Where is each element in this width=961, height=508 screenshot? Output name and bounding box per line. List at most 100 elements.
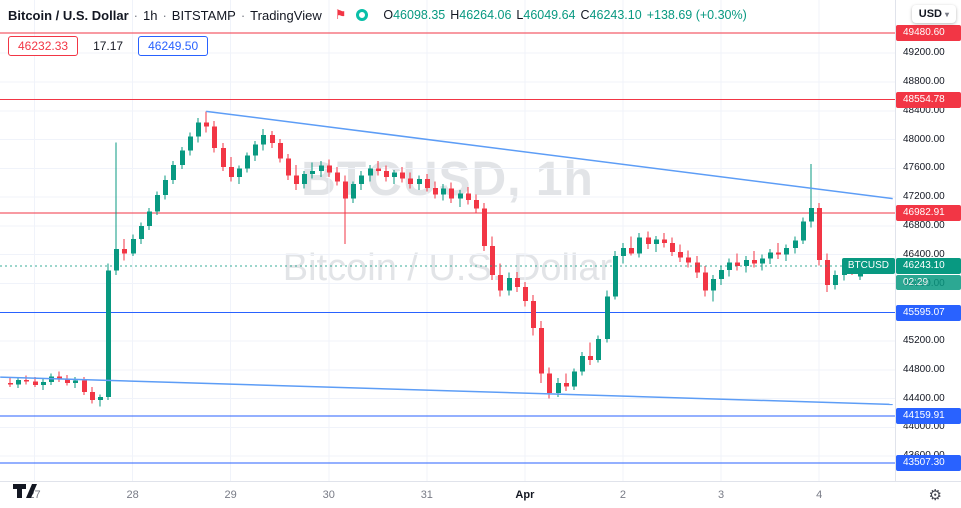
price-level-label: 48554.78 — [896, 91, 961, 108]
candle-up — [572, 371, 577, 387]
open-label: O — [383, 8, 394, 22]
candle-down — [662, 239, 667, 244]
interval-label[interactable]: 1h — [142, 7, 158, 23]
candle-up — [155, 194, 160, 212]
candle-up — [760, 258, 765, 264]
candle-down — [817, 207, 822, 260]
candle-down — [735, 262, 740, 267]
candle-up — [253, 144, 258, 156]
candle-down — [825, 259, 830, 285]
ohlc-values: O46098.35 H46264.06 L46049.64 C46243.10 … — [383, 8, 746, 22]
candle-up — [613, 256, 618, 297]
candle-down — [646, 237, 651, 244]
candle-down — [229, 166, 234, 177]
candle-down — [327, 165, 332, 173]
candle-down — [490, 246, 495, 275]
price-axis-tick: 44000.00 — [903, 421, 945, 433]
separator-dot: · — [162, 7, 167, 23]
candle-up — [73, 380, 78, 383]
candle-up — [310, 171, 315, 175]
candle-down — [498, 274, 503, 291]
currency-dropdown[interactable]: USD ▾ — [911, 5, 956, 23]
candle-down — [400, 172, 405, 179]
exchange-label: BITSTAMP — [171, 7, 236, 23]
price-axis[interactable]: 49200.00 48800.00 48400.00 48000.00 47600.00… — [895, 0, 961, 481]
trendline[interactable] — [0, 376, 893, 406]
high-label: H — [450, 8, 460, 22]
candle-up — [16, 379, 21, 385]
indicator-status-icon[interactable] — [356, 9, 369, 21]
tradingview-logo[interactable] — [12, 482, 38, 505]
candle-down — [286, 158, 291, 176]
price-axis-tick: 47200.00 — [903, 191, 945, 203]
candle-up — [580, 356, 585, 372]
time-axis-label: 2 — [619, 489, 627, 501]
candle-up — [114, 248, 119, 271]
stop-price-box[interactable]: 46232.33 — [8, 36, 79, 56]
change-value: +138.69 (+0.30%) — [646, 8, 747, 22]
candle-up — [359, 175, 364, 185]
candlestick-chart[interactable] — [0, 0, 895, 481]
candle-up — [637, 237, 642, 254]
price-axis-tick: 45200.00 — [903, 335, 945, 347]
candle-down — [278, 143, 283, 159]
candle-down — [221, 148, 226, 167]
candle-up — [139, 225, 144, 239]
candle-up — [784, 248, 789, 255]
candle-down — [57, 376, 62, 380]
candle-down — [90, 392, 95, 401]
candle-down — [776, 252, 781, 255]
candle-up — [368, 168, 373, 176]
candle-down — [523, 287, 528, 301]
candle-up — [793, 240, 798, 249]
candle-up — [605, 296, 610, 339]
candle-up — [106, 270, 111, 398]
candle-down — [212, 126, 217, 149]
open-value: 46098.35 — [393, 8, 446, 22]
candle-up — [319, 165, 324, 172]
price-level-label: 46982.91 — [896, 204, 961, 221]
candle-down — [65, 379, 70, 383]
candle-down — [270, 135, 275, 144]
candle-down — [474, 200, 479, 209]
candle-down — [343, 181, 348, 199]
candle-up — [711, 279, 716, 291]
candle-down — [752, 259, 757, 264]
time-axis-label: 4 — [816, 489, 823, 501]
candle-up — [556, 382, 561, 393]
price-level-label: 43507.30 — [896, 454, 961, 471]
candle-up — [302, 174, 307, 185]
separator-dot: · — [240, 7, 246, 23]
price-axis-tick: 48400.00 — [903, 104, 945, 116]
trendline[interactable] — [206, 110, 893, 200]
candle-up — [245, 155, 250, 169]
candle-down — [547, 373, 552, 393]
brand-label: TradingView — [250, 7, 322, 23]
candle-up — [744, 259, 749, 267]
limit-price-box[interactable]: 46249.50 — [138, 36, 209, 56]
symbol-title[interactable]: Bitcoin / U.S. Dollar — [8, 7, 129, 23]
candle-up — [596, 338, 601, 360]
gear-icon[interactable]: ⚙ — [928, 487, 942, 504]
spread-value: 17.17 — [93, 39, 124, 53]
candle-up — [392, 172, 397, 177]
time-axis[interactable]: ⚙ 27 28 29 30 31 Apr 2 3 4 — [0, 481, 961, 508]
candle-up — [351, 184, 356, 199]
price-level-label: 45595.07 — [896, 304, 961, 321]
candle-up — [458, 193, 463, 199]
candle-down — [515, 277, 520, 288]
time-axis-label: 30 — [322, 489, 335, 501]
candle-up — [98, 397, 103, 401]
high-value: 46264.06 — [459, 8, 512, 22]
chevron-down-icon: ▾ — [944, 9, 949, 19]
candle-up — [719, 269, 724, 280]
low-value: 46049.64 — [523, 8, 576, 22]
candle-down — [531, 300, 536, 329]
price-axis-tick: 48000.00 — [903, 133, 945, 145]
red-flag-icon[interactable]: ⚑ — [334, 7, 347, 22]
time-axis-label: Apr — [515, 489, 535, 501]
candle-up — [188, 136, 193, 151]
time-axis-label: 28 — [126, 489, 139, 501]
price-level-label: 49480.60 — [896, 24, 961, 41]
